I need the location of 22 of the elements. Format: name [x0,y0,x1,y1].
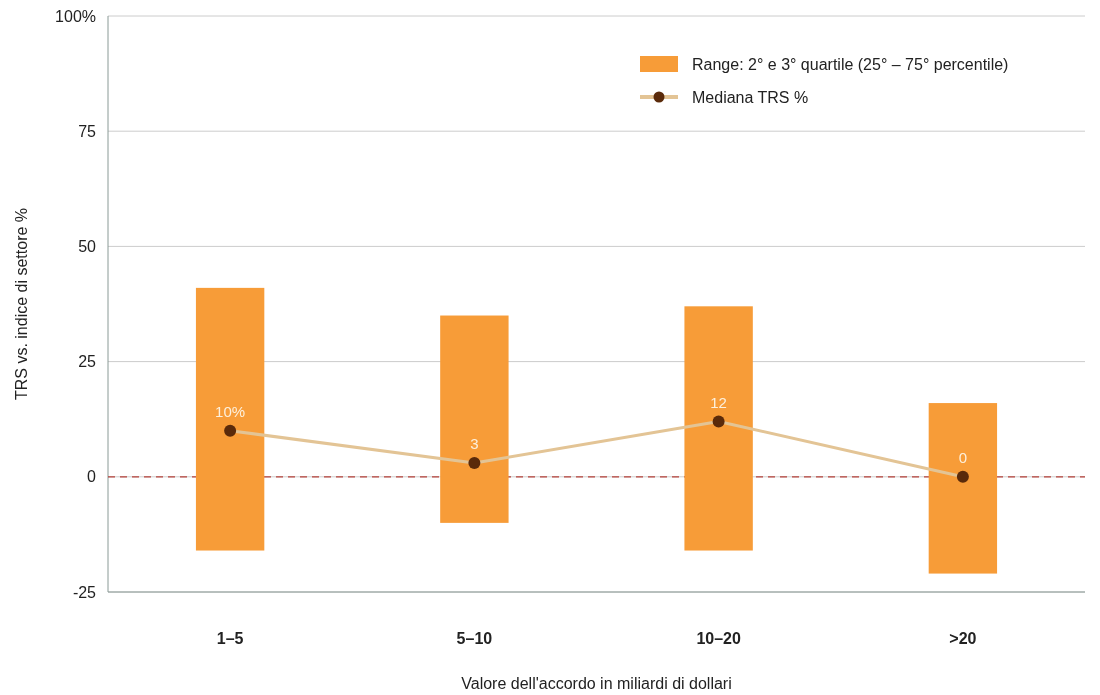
x-tick-label: 5–10 [456,630,493,647]
y-tick-label: 75 [78,122,97,140]
x-axis-title: Valore dell'accordo in miliardi di dollari [461,675,732,692]
x-tick-label: 10–20 [696,630,741,647]
data-label: 12 [710,393,727,411]
bar [684,306,753,551]
data-label: 10% [215,402,246,420]
y-tick-label: 50 [78,238,97,255]
bar [928,403,998,574]
data-label: 3 [470,434,479,452]
data-label: 0 [958,448,968,466]
bar [195,287,265,551]
x-tick-label: >20 [949,630,977,647]
x-tick-label: 1–5 [216,630,244,647]
bar [440,315,509,523]
y-tick-label: -25 [72,583,97,601]
y-tick-label: 100% [55,7,96,25]
y-axis-title: TRS vs. indice di settore % [13,207,30,401]
y-tick-label: 25 [78,353,97,371]
y-tick-label: 0 [87,468,97,486]
legend-label: Range: 2° e 3° quartile (25° – 75° percentile) [692,55,1009,73]
legend-label: Mediana TRS % [692,88,809,106]
